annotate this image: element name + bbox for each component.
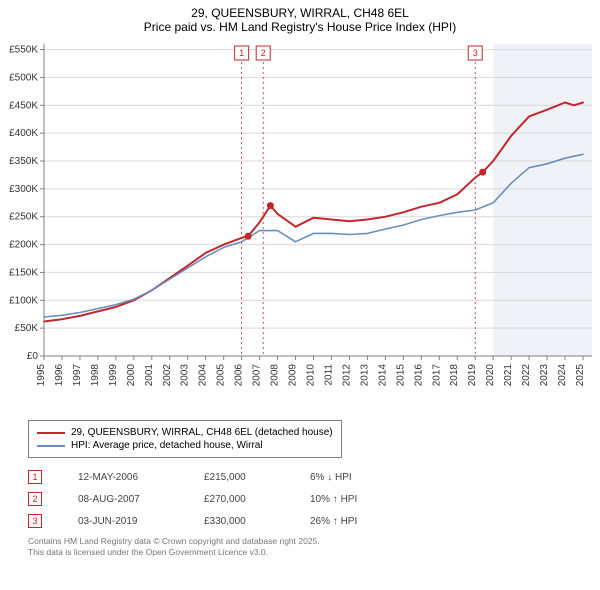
svg-text:2003: 2003 [180,364,191,387]
svg-text:2000: 2000 [126,364,137,387]
svg-text:2001: 2001 [144,364,155,387]
svg-text:2011: 2011 [323,364,334,386]
legend-item: 29, QUEENSBURY, WIRRAL, CH48 6EL (detach… [37,427,333,438]
attribution-line: Contains HM Land Registry data © Crown c… [28,536,592,547]
svg-text:£350K: £350K [9,156,38,167]
svg-text:2012: 2012 [341,364,352,387]
svg-text:2013: 2013 [359,364,370,387]
transaction-delta: 10% ↑ HPI [310,494,390,505]
transaction-price: £270,000 [204,494,274,505]
chart-area: 1 2 3 £0 £50K £100K £150K £200K £250K £300K £350K £… [0,36,600,416]
transaction-row: 3 03-JUN-2019 £330,000 26% ↑ HPI [28,514,592,528]
title-address: 29, QUEENSBURY, WIRRAL, CH48 6EL [0,6,600,20]
svg-text:2014: 2014 [377,364,388,387]
svg-text:2: 2 [261,48,266,58]
svg-text:£200K: £200K [9,240,38,251]
svg-text:2006: 2006 [234,364,245,387]
transaction-row: 1 12-MAY-2006 £215,000 6% ↓ HPI [28,470,592,484]
svg-text:1996: 1996 [54,364,65,387]
legend-swatch [37,445,65,447]
line-chart-svg: 1 2 3 £0 £50K £100K £150K £200K £250K £300K £350K £… [0,36,600,416]
transaction-date: 03-JUN-2019 [78,516,168,527]
transaction-marker: 2 [28,492,42,506]
svg-text:2025: 2025 [575,364,586,387]
legend-item: HPI: Average price, detached house, Wirr… [37,440,333,451]
svg-text:2016: 2016 [413,364,424,387]
transaction-delta: 26% ↑ HPI [310,516,390,527]
attribution-line: This data is licensed under the Open Gov… [28,547,592,558]
transaction-price: £215,000 [204,472,274,483]
svg-text:£550K: £550K [9,45,38,56]
attribution: Contains HM Land Registry data © Crown c… [28,536,592,558]
svg-text:2004: 2004 [198,364,209,387]
legend-swatch [37,432,65,434]
transaction-date: 08-AUG-2007 [78,494,168,505]
svg-text:£50K: £50K [15,323,39,334]
svg-text:2002: 2002 [162,364,173,387]
svg-text:2010: 2010 [306,364,317,387]
svg-text:2019: 2019 [467,364,478,387]
svg-text:2007: 2007 [252,364,263,387]
svg-text:2021: 2021 [503,364,514,387]
svg-text:£300K: £300K [9,184,38,195]
svg-text:2024: 2024 [557,364,568,387]
svg-text:2008: 2008 [270,364,281,387]
svg-text:1995: 1995 [36,364,47,387]
svg-text:2022: 2022 [521,364,532,387]
svg-text:£0: £0 [27,351,39,362]
svg-text:2018: 2018 [449,364,460,387]
legend: 29, QUEENSBURY, WIRRAL, CH48 6EL (detach… [28,420,342,458]
svg-text:1998: 1998 [90,364,101,387]
chart-title-block: 29, QUEENSBURY, WIRRAL, CH48 6EL Price p… [0,0,600,36]
transaction-date: 12-MAY-2006 [78,472,168,483]
transaction-delta: 6% ↓ HPI [310,472,390,483]
transactions-table: 1 12-MAY-2006 £215,000 6% ↓ HPI 2 08-AUG… [28,470,592,528]
svg-text:2017: 2017 [431,364,442,387]
transaction-marker: 1 [28,470,42,484]
legend-label: 29, QUEENSBURY, WIRRAL, CH48 6EL (detach… [71,427,333,438]
transaction-price: £330,000 [204,516,274,527]
svg-text:£250K: £250K [9,212,38,223]
svg-text:1997: 1997 [72,364,83,387]
svg-text:2020: 2020 [485,364,496,387]
svg-text:£150K: £150K [9,267,38,278]
svg-text:2005: 2005 [216,364,227,387]
svg-text:£450K: £450K [9,100,38,111]
svg-text:£500K: £500K [9,72,38,83]
transaction-marker: 3 [28,514,42,528]
svg-text:2015: 2015 [395,364,406,387]
legend-label: HPI: Average price, detached house, Wirr… [71,440,263,451]
svg-text:1999: 1999 [108,364,119,387]
svg-text:2009: 2009 [288,364,299,387]
transaction-row: 2 08-AUG-2007 £270,000 10% ↑ HPI [28,492,592,506]
svg-text:1: 1 [239,48,244,58]
svg-text:2023: 2023 [539,364,550,387]
svg-text:£100K: £100K [9,295,38,306]
svg-text:3: 3 [473,48,478,58]
svg-text:£400K: £400K [9,128,38,139]
title-subtitle: Price paid vs. HM Land Registry's House … [0,20,600,34]
